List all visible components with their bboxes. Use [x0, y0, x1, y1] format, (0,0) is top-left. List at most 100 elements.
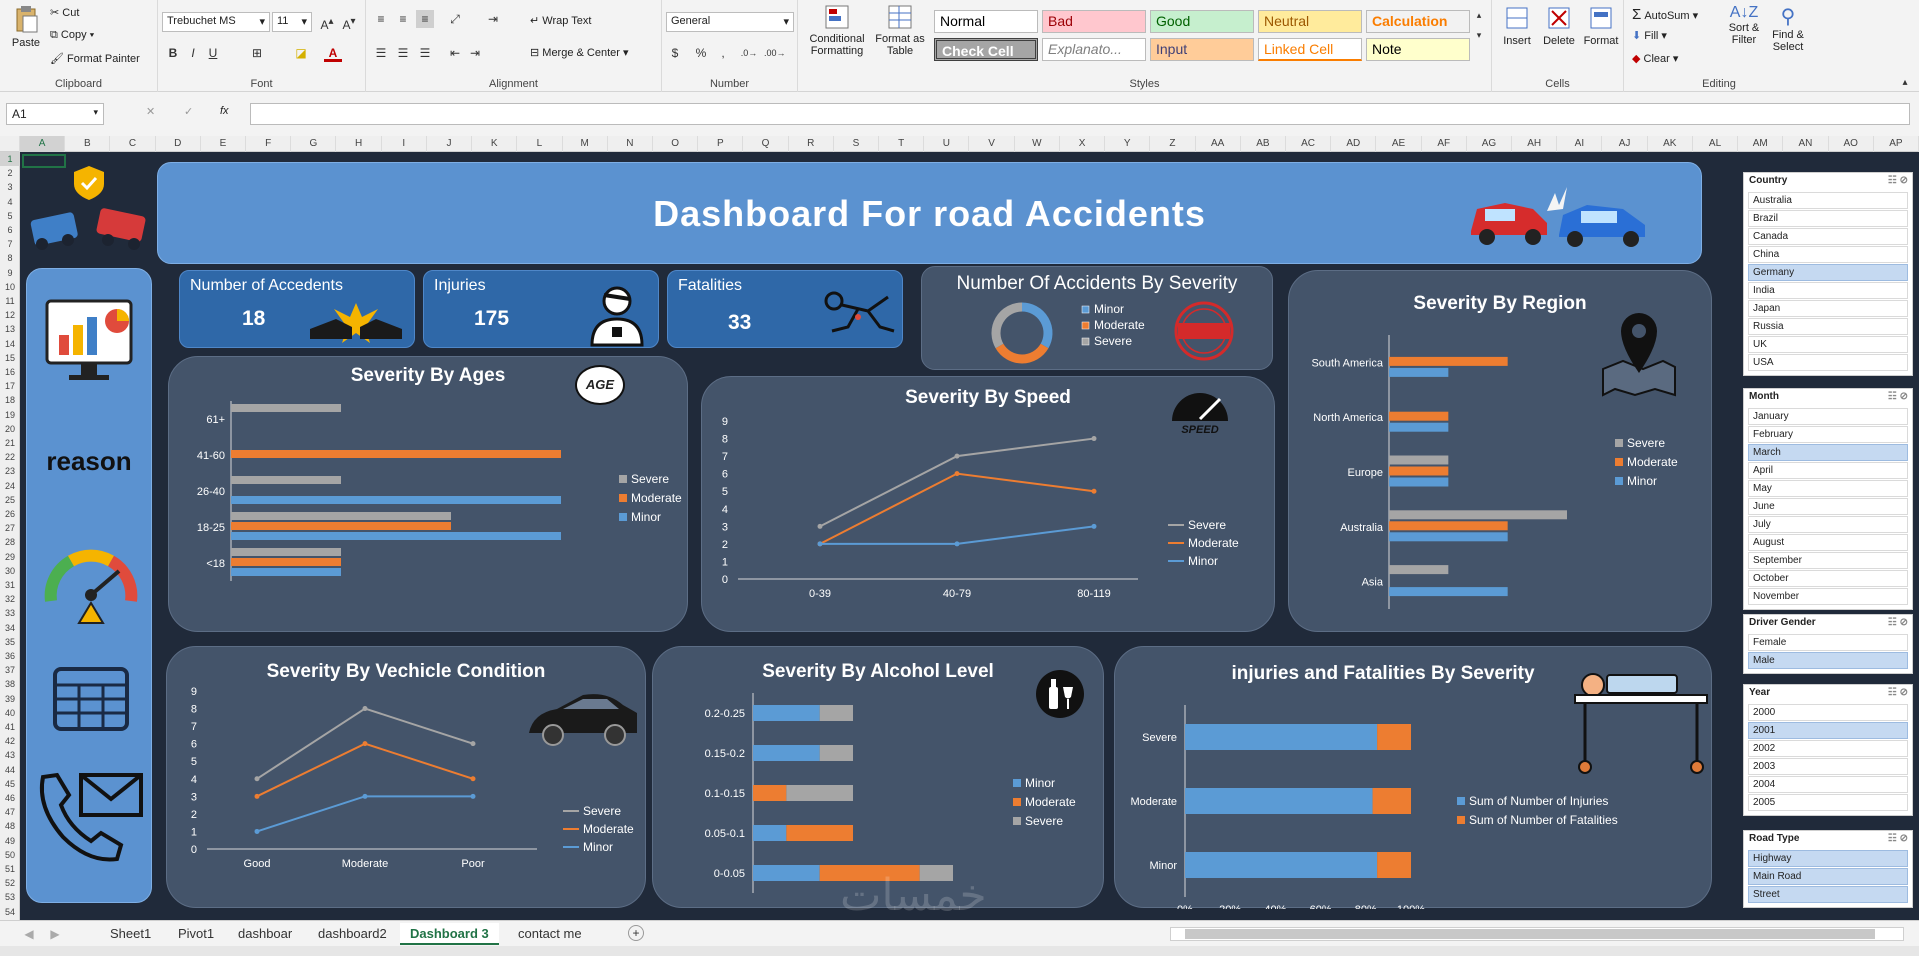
row-header[interactable]: 45: [4, 778, 15, 789]
slicer-item[interactable]: Main Road: [1748, 868, 1908, 885]
cell-style-check-cell[interactable]: Check Cell: [934, 38, 1038, 61]
slicer-item[interactable]: Highway: [1748, 850, 1908, 867]
cell-style-explanato[interactable]: Explanato...: [1042, 38, 1146, 61]
insert-function-icon[interactable]: fx: [220, 105, 229, 117]
align-top-icon[interactable]: ≡: [377, 12, 385, 26]
row-header[interactable]: 21: [4, 438, 15, 448]
slicer-item[interactable]: China: [1748, 246, 1908, 263]
name-box[interactable]: A1 ▾: [6, 103, 104, 125]
row-header[interactable]: 22: [4, 452, 15, 463]
fill-button[interactable]: ⬇ Fill ▾: [1632, 30, 1667, 42]
column-header[interactable]: AK: [1648, 136, 1693, 152]
row-header[interactable]: 36: [4, 651, 15, 661]
rtl-icon[interactable]: ⇥: [487, 12, 499, 26]
sheet-tab[interactable]: contact me: [518, 926, 582, 941]
slicer-item[interactable]: 2005: [1748, 794, 1908, 811]
sidebar-brand[interactable]: reason: [46, 446, 132, 476]
column-header[interactable]: AH: [1512, 136, 1558, 152]
align-right-icon[interactable]: ☰: [419, 46, 431, 60]
cell-style-good[interactable]: Good: [1150, 10, 1254, 33]
slicer-item[interactable]: 2004: [1748, 776, 1908, 793]
column-header[interactable]: I: [382, 136, 427, 152]
column-header[interactable]: K: [472, 136, 518, 152]
clear-filter-icon[interactable]: ☷ ⊘: [1887, 687, 1908, 698]
number-format-select[interactable]: General ▾: [666, 12, 794, 32]
column-header[interactable]: A: [20, 136, 66, 152]
row-header[interactable]: 17: [4, 381, 15, 392]
currency-icon[interactable]: $: [671, 46, 679, 60]
slicer-item[interactable]: November: [1748, 588, 1908, 605]
row-header[interactable]: 18: [4, 395, 15, 406]
sheet-tab[interactable]: Pivot1: [178, 926, 215, 941]
next-sheet-icon[interactable]: ▶: [50, 927, 60, 941]
fill-color-icon[interactable]: ◪: [295, 46, 307, 60]
align-left-icon[interactable]: ☰: [375, 46, 387, 60]
row-header[interactable]: 7: [7, 239, 13, 250]
slicer-item[interactable]: Japan: [1748, 300, 1908, 317]
font-color-icon[interactable]: A: [324, 44, 342, 62]
comma-icon[interactable]: ,: [721, 46, 725, 60]
slicer-item[interactable]: 2000: [1748, 704, 1908, 721]
row-header[interactable]: 34: [4, 622, 15, 633]
row-header[interactable]: 6: [7, 225, 13, 235]
format-painter-button[interactable]: 🖌 Format Painter: [50, 53, 140, 65]
column-header[interactable]: AI: [1557, 136, 1603, 152]
row-header[interactable]: 2: [7, 168, 13, 179]
slicer-item[interactable]: September: [1748, 552, 1908, 569]
decrease-font-button[interactable]: A▾: [342, 16, 356, 32]
row-header[interactable]: 39: [4, 693, 15, 704]
align-center-icon[interactable]: ☰: [397, 46, 409, 60]
column-header[interactable]: G: [291, 136, 337, 152]
clear-filter-icon[interactable]: ☷ ⊘: [1887, 617, 1908, 628]
column-header[interactable]: Y: [1105, 136, 1151, 152]
cell-style-neutral[interactable]: Neutral: [1258, 10, 1362, 33]
slicer-item[interactable]: February: [1748, 426, 1908, 443]
column-header[interactable]: AG: [1467, 136, 1513, 152]
slicer-item[interactable]: August: [1748, 534, 1908, 551]
decrease-indent-icon[interactable]: ⇤: [449, 46, 461, 60]
row-header[interactable]: 20: [4, 423, 15, 434]
row-header[interactable]: 14: [4, 338, 15, 349]
row-header[interactable]: 40: [4, 707, 15, 718]
increase-indent-icon[interactable]: ⇥: [469, 46, 481, 60]
table-grid-icon[interactable]: [51, 665, 131, 735]
slicer-item[interactable]: Germany: [1748, 264, 1908, 281]
row-header[interactable]: 44: [4, 764, 15, 775]
column-header[interactable]: AP: [1874, 136, 1919, 152]
row-header[interactable]: 52: [4, 878, 15, 889]
format-as-table-button[interactable]: Format as Table: [874, 4, 926, 57]
column-header[interactable]: H: [337, 136, 382, 152]
paste-button[interactable]: Paste: [8, 4, 44, 49]
row-header[interactable]: 29: [4, 551, 15, 562]
row-header[interactable]: 48: [4, 821, 15, 832]
column-header[interactable]: AC: [1286, 136, 1332, 152]
slicer-item[interactable]: 2003: [1748, 758, 1908, 775]
column-header[interactable]: Z: [1150, 136, 1196, 152]
column-header[interactable]: AO: [1829, 136, 1874, 152]
slicer-item[interactable]: 2001: [1748, 722, 1908, 739]
increase-decimal-icon[interactable]: .0→: [740, 48, 758, 58]
analytics-monitor-icon[interactable]: [41, 291, 141, 391]
slicer-item[interactable]: Canada: [1748, 228, 1908, 245]
row-header[interactable]: 4: [7, 196, 13, 207]
column-header[interactable]: E: [201, 136, 247, 152]
column-header[interactable]: AB: [1241, 136, 1286, 152]
column-header[interactable]: X: [1060, 136, 1106, 152]
merge-center-button[interactable]: ⊟ Merge & Center ▾: [530, 47, 629, 59]
percent-icon[interactable]: %: [695, 46, 707, 60]
decrease-decimal-icon[interactable]: .00→: [764, 48, 786, 58]
align-middle-icon[interactable]: ≡: [399, 12, 407, 26]
sort-filter-button[interactable]: A↓Z Sort & Filter: [1724, 4, 1764, 46]
italic-button[interactable]: I: [191, 46, 195, 60]
slicer-item[interactable]: 2002: [1748, 740, 1908, 757]
row-header[interactable]: 8: [7, 253, 13, 264]
row-header[interactable]: 25: [4, 494, 15, 505]
slicer-item[interactable]: June: [1748, 498, 1908, 515]
cell-style-normal[interactable]: Normal: [934, 10, 1038, 33]
font-name-select[interactable]: Trebuchet MS ▾: [162, 12, 270, 32]
wrap-text-button[interactable]: ↵ Wrap Text: [530, 15, 592, 27]
gallery-up-icon[interactable]: ▴: [1476, 10, 1482, 20]
row-header[interactable]: 54: [4, 906, 15, 917]
horizontal-scrollbar[interactable]: [1170, 927, 1904, 941]
column-header[interactable]: AL: [1693, 136, 1739, 152]
